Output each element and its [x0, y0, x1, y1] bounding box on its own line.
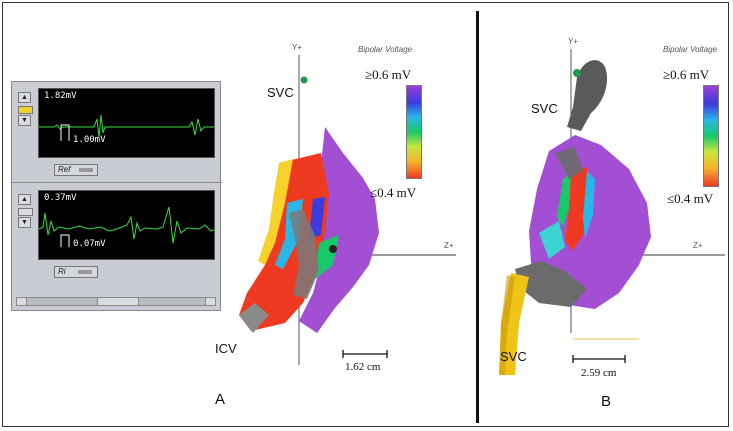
map-b-voltage-high: ≥0.6 mV: [663, 67, 710, 82]
map-a-voltage-high: ≥0.6 mV: [365, 67, 412, 82]
horizontal-scrollbar[interactable]: [16, 297, 216, 306]
egm-trace-ri: [39, 206, 214, 247]
egm-screen-ri: 0.37mV 0.07mV: [38, 190, 215, 260]
map-b-ivc-vessel: [515, 261, 587, 307]
map-a-voltage-low: ≤0.4 mV: [370, 185, 417, 200]
egm-calibration-ri: 0.07mV: [73, 239, 106, 249]
dropdown-icon: [77, 269, 92, 274]
map-b-svc-bottom-label: SVC: [500, 349, 527, 364]
egm-screen-ref: 1.82mV 1.00mV: [38, 88, 215, 158]
map-b-scale-text: 2.59 cm: [581, 367, 617, 379]
panel-b-label: B: [601, 393, 612, 410]
map-a-border-zone-4: [309, 197, 325, 239]
map-b-colorbar: [703, 85, 719, 187]
channel-up-button-2[interactable]: ▲: [18, 194, 31, 205]
egm-trace-ref: [39, 114, 214, 141]
voltage-map-b: [499, 49, 725, 375]
panel-divider: [476, 11, 479, 423]
figure-frame: ▲ ▼ 1.82mV 1.00mV Ref ▲ ▼ 0.37mV 0.07mV …: [2, 2, 729, 427]
channel-indicator: [18, 106, 33, 114]
map-a-icv-label: ICV: [215, 341, 237, 356]
egm-readout-ri: 0.37mV: [44, 193, 77, 203]
map-a-vessel-icv: [239, 303, 269, 333]
map-b-border-zone-3: [539, 221, 565, 259]
map-b-z-axis-label: Z+: [693, 241, 703, 250]
map-a-colorbar: [406, 85, 422, 179]
channel-indicator-2: [18, 208, 33, 216]
channel-up-button[interactable]: ▲: [18, 92, 31, 103]
map-a-scale-text: 1.62 cm: [345, 361, 381, 373]
scroll-thumb[interactable]: [97, 298, 139, 305]
egm-window: ▲ ▼ 1.82mV 1.00mV Ref ▲ ▼ 0.37mV 0.07mV …: [11, 81, 222, 311]
map-b-legend-title: Bipolar Voltage: [663, 45, 717, 54]
scroll-left-icon[interactable]: [17, 298, 27, 305]
channel-down-button[interactable]: ▼: [18, 115, 31, 126]
map-a-legend-title: Bipolar Voltage: [358, 45, 412, 54]
map-a-vessel: [289, 209, 319, 299]
map-b-svc-top-label: SVC: [531, 101, 558, 116]
map-b-scar-region: [565, 167, 589, 251]
dropdown-icon: [78, 167, 93, 172]
channel-select-ref[interactable]: Ref: [54, 164, 98, 176]
map-b-border-zone-1: [557, 173, 571, 227]
channel-select-ref-label: Ref: [58, 165, 71, 174]
map-a-catheter-tip: [329, 245, 337, 253]
panel-a-label: A: [215, 391, 226, 408]
map-a-border-zone-1: [258, 159, 293, 265]
egm-calibration-ref: 1.00mV: [73, 135, 106, 145]
channel-select-ri-label: Ri: [58, 267, 66, 276]
channel-select-ri[interactable]: Ri: [54, 266, 98, 278]
map-b-y-axis-label: Y+: [568, 37, 579, 46]
map-a-healthy-region: [299, 127, 379, 333]
map-b-marker: [573, 69, 581, 77]
map-b-voltage-low: ≤0.4 mV: [667, 191, 714, 206]
map-b-svc-vessel: [567, 60, 608, 131]
scroll-right-icon[interactable]: [205, 298, 215, 305]
egm-readout-ref: 1.82mV: [44, 91, 77, 101]
divider-line: [12, 182, 222, 183]
map-a-marker: [300, 76, 308, 84]
map-a-y-axis-label: Y+: [292, 43, 303, 52]
map-a-z-axis-label: Z+: [444, 241, 454, 250]
map-b-border-zone-2: [583, 171, 595, 239]
channel-down-button-2[interactable]: ▼: [18, 217, 31, 228]
voltage-map-a: [239, 55, 456, 365]
map-a-svc-label: SVC: [267, 85, 294, 100]
